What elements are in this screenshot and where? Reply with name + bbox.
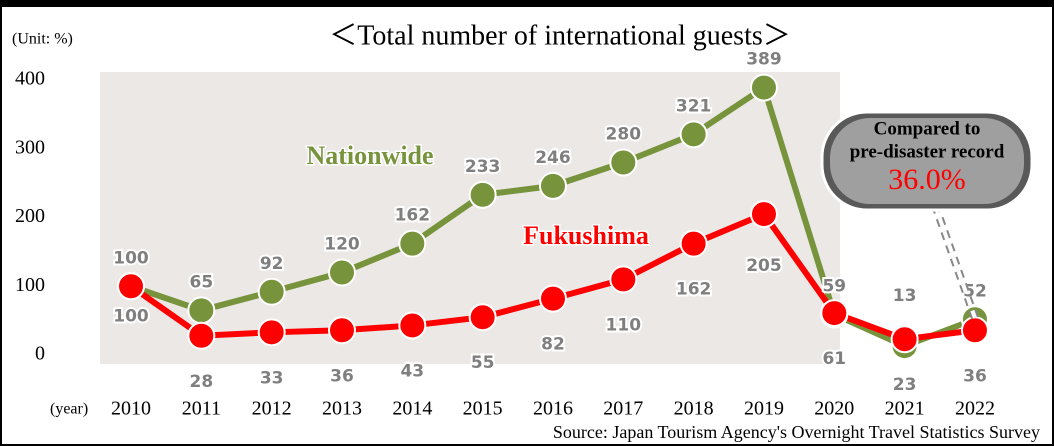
- value-label: 13: [893, 286, 917, 306]
- value-label: 120: [324, 235, 360, 255]
- series-name: Fukushima: [523, 221, 649, 250]
- value-label: 92: [260, 254, 284, 274]
- value-label: 43: [400, 361, 424, 381]
- series-name: Nationwide: [306, 141, 433, 170]
- value-label: 100: [113, 248, 149, 268]
- x-tick-label: 2016: [533, 398, 573, 420]
- x-tick-label: 2013: [322, 398, 362, 420]
- value-label: 321: [676, 96, 712, 116]
- y-tick-label: 0: [35, 343, 45, 365]
- value-label: 59: [822, 276, 846, 296]
- point: [470, 182, 496, 208]
- callout-value: 36.0%: [888, 163, 966, 196]
- point: [540, 173, 566, 199]
- source: Source: Japan Tourism Agency's Overnight…: [553, 422, 1040, 442]
- callout-text: pre-disaster record: [850, 141, 1005, 162]
- point: [259, 319, 285, 345]
- point: [962, 317, 988, 343]
- value-label: 389: [746, 50, 782, 70]
- point: [259, 279, 285, 305]
- y-tick-label: 100: [15, 274, 45, 296]
- x-tick-label: 2014: [392, 398, 432, 420]
- callout-text: Compared to: [874, 118, 981, 139]
- value-label: 162: [395, 206, 431, 226]
- value-label: 246: [535, 148, 571, 168]
- point: [399, 231, 425, 257]
- x-unit-label: (year): [50, 401, 88, 418]
- point: [470, 304, 496, 330]
- value-label: 233: [465, 157, 501, 177]
- point: [892, 326, 918, 352]
- point: [681, 231, 707, 257]
- value-label: 36: [330, 366, 354, 386]
- point: [540, 286, 566, 312]
- x-tick-label: 2020: [814, 398, 854, 420]
- value-label: 280: [606, 125, 642, 145]
- value-label: 61: [822, 349, 846, 369]
- point: [118, 273, 144, 299]
- value-label: 205: [746, 256, 782, 276]
- point: [329, 260, 355, 286]
- x-tick-label: 2022: [955, 398, 995, 420]
- value-label: 33: [260, 368, 284, 388]
- point: [188, 323, 214, 349]
- point: [610, 266, 636, 292]
- point: [681, 121, 707, 147]
- x-tick-label: 2021: [885, 398, 925, 420]
- chart-title: ＜Total number of international guests＞: [329, 20, 791, 51]
- point: [188, 297, 214, 323]
- value-label: 162: [676, 280, 712, 300]
- value-label: 28: [189, 372, 213, 392]
- value-label: 55: [471, 353, 495, 373]
- x-tick-label: 2011: [182, 398, 221, 420]
- point: [610, 150, 636, 176]
- y-unit-label: (Unit: %): [12, 31, 73, 48]
- point: [399, 312, 425, 338]
- x-tick-label: 2015: [463, 398, 503, 420]
- point: [821, 300, 847, 326]
- value-label: 82: [541, 335, 565, 355]
- value-label: 110: [606, 315, 642, 335]
- point: [329, 317, 355, 343]
- x-tick-label: 2017: [603, 398, 643, 420]
- x-tick-label: 2018: [674, 398, 714, 420]
- value-label: 23: [893, 375, 917, 395]
- value-label: 65: [189, 272, 213, 292]
- x-tick-label: 2019: [744, 398, 784, 420]
- y-tick-label: 200: [15, 205, 45, 227]
- chart: ＜Total number of international guests＞ (…: [0, 0, 1054, 446]
- top-bar: [0, 0, 1054, 7]
- x-tick-label: 2012: [252, 398, 292, 420]
- y-tick-label: 400: [15, 68, 45, 90]
- point: [751, 75, 777, 101]
- point: [751, 201, 777, 227]
- value-label: 100: [113, 306, 149, 326]
- x-tick-label: 2010: [111, 398, 151, 420]
- y-tick-label: 300: [15, 136, 45, 158]
- value-label: 36: [963, 366, 987, 386]
